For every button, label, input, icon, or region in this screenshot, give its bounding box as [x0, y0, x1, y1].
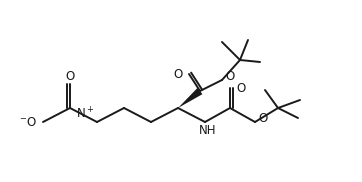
- Text: NH: NH: [199, 124, 217, 136]
- Text: O: O: [174, 68, 183, 80]
- Text: O: O: [225, 70, 234, 84]
- Text: O: O: [236, 82, 245, 94]
- Text: O: O: [258, 112, 267, 124]
- Text: O: O: [66, 70, 75, 84]
- Text: $^{-}$O: $^{-}$O: [19, 116, 37, 130]
- Text: N$^+$: N$^+$: [76, 106, 94, 122]
- Polygon shape: [178, 88, 202, 108]
